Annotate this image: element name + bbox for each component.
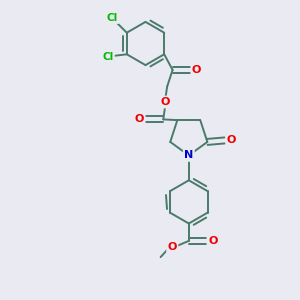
Text: O: O — [168, 242, 177, 253]
Text: O: O — [160, 97, 170, 107]
Text: O: O — [192, 65, 201, 75]
Text: Cl: Cl — [107, 13, 118, 23]
Text: N: N — [184, 150, 194, 161]
Text: Cl: Cl — [102, 52, 113, 62]
Text: O: O — [227, 135, 236, 146]
Text: O: O — [135, 114, 144, 124]
Text: O: O — [208, 236, 218, 246]
